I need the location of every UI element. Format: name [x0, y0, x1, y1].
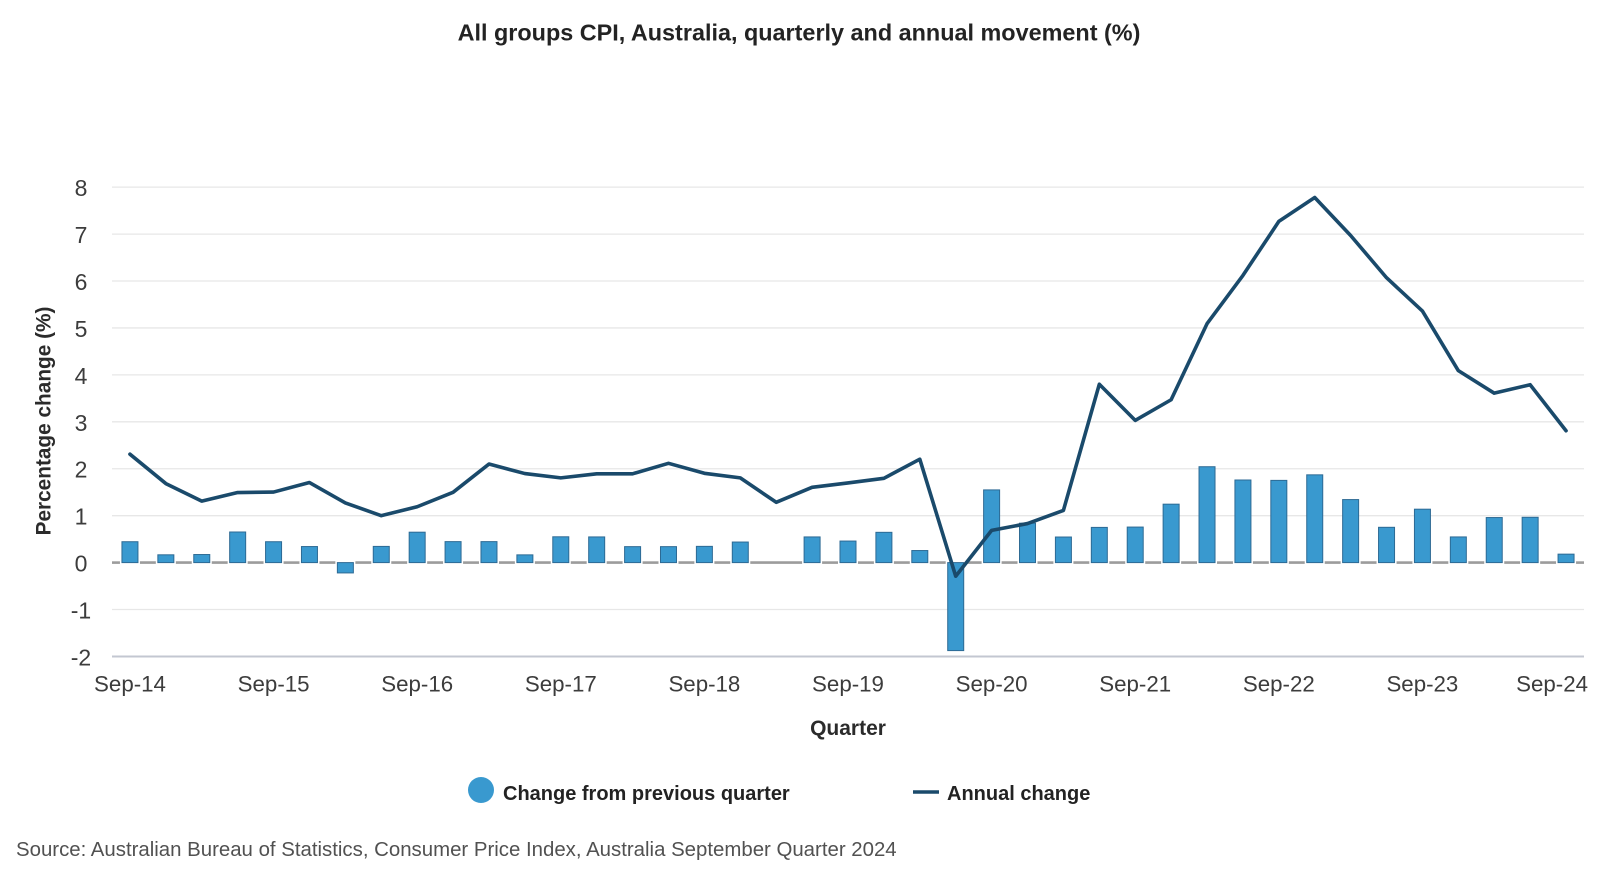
svg-text:Sep-16: Sep-16	[381, 672, 453, 697]
svg-text:-2: -2	[71, 644, 91, 670]
svg-text:6: 6	[75, 269, 88, 295]
svg-text:-1: -1	[71, 598, 91, 624]
svg-text:8: 8	[75, 175, 88, 201]
svg-text:Sep-22: Sep-22	[1243, 672, 1315, 697]
svg-text:0: 0	[75, 551, 88, 577]
svg-text:1: 1	[75, 504, 88, 530]
svg-text:4: 4	[75, 363, 88, 389]
svg-text:2: 2	[75, 457, 88, 483]
svg-text:Sep-15: Sep-15	[238, 672, 310, 697]
svg-text:Percentage change (%): Percentage change (%)	[33, 307, 56, 536]
svg-text:Annual change: Annual change	[947, 783, 1090, 805]
svg-text:All groups CPI, Australia, qua: All groups CPI, Australia, quarterly and…	[458, 20, 1141, 46]
svg-text:Sep-18: Sep-18	[668, 672, 740, 697]
svg-text:7: 7	[75, 222, 88, 248]
svg-text:Sep-23: Sep-23	[1386, 672, 1458, 697]
svg-text:3: 3	[75, 410, 88, 436]
svg-text:Change from previous quarter: Change from previous quarter	[503, 783, 790, 805]
svg-text:Sep-21: Sep-21	[1099, 672, 1171, 697]
svg-text:5: 5	[75, 316, 88, 342]
svg-text:Sep-19: Sep-19	[812, 672, 884, 697]
svg-text:Quarter: Quarter	[810, 717, 886, 740]
svg-text:Sep-24: Sep-24	[1516, 672, 1588, 697]
svg-text:Sep-17: Sep-17	[525, 672, 597, 697]
svg-text:Source: Australian Bureau of S: Source: Australian Bureau of Statistics,…	[16, 839, 897, 861]
svg-text:Sep-20: Sep-20	[956, 672, 1028, 697]
svg-text:Sep-14: Sep-14	[94, 672, 166, 697]
